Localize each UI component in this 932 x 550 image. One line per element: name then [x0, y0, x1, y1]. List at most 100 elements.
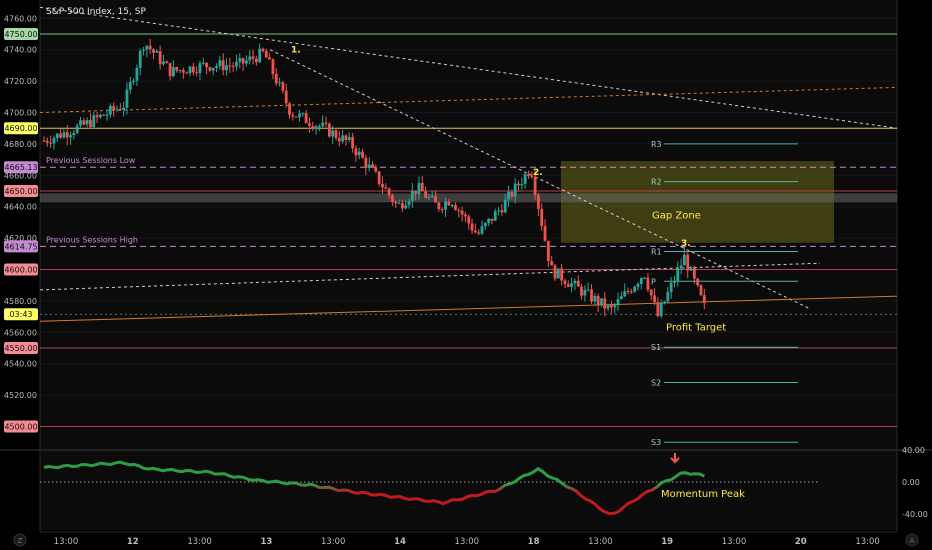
candle-body — [89, 120, 92, 128]
candle-body — [225, 65, 228, 71]
candle-body — [168, 63, 172, 77]
candle-body — [42, 140, 46, 142]
price-badge-label: 4550.00 — [4, 344, 37, 353]
candle-body — [181, 70, 185, 73]
candle-body — [480, 226, 484, 234]
candle-body — [410, 190, 414, 202]
candle-body — [261, 48, 265, 52]
candle-body — [52, 137, 56, 144]
price-badge — [4, 308, 38, 321]
wave-label: 2. — [533, 168, 543, 178]
candle-body — [102, 114, 106, 116]
candle-body — [162, 61, 165, 65]
candle-body — [152, 49, 155, 53]
candle-body — [450, 205, 454, 207]
candle-body — [467, 216, 471, 224]
price-tick-label: 4640.00 — [4, 203, 37, 212]
price-tick-label: 4580.00 — [4, 297, 37, 306]
candle-body — [550, 261, 554, 266]
price-badge — [4, 240, 38, 253]
candle-body — [99, 114, 102, 118]
candle-body — [341, 135, 345, 142]
price-tick-label: 4720.00 — [4, 77, 37, 86]
trendline-wave — [269, 49, 811, 310]
auto-scale-label: A — [910, 537, 915, 545]
candle-body — [351, 137, 354, 149]
pivot-label: P — [651, 277, 656, 286]
oscillator-pane[interactable]: Momentum Peak — [40, 453, 820, 516]
axes: 4760.00 4740.00 4720.00 4700.00 4680.00 4660.… — [4, 14, 928, 547]
candle-body — [503, 199, 507, 213]
highlight-band — [40, 193, 897, 203]
candle-body — [268, 57, 272, 60]
candle-body — [235, 61, 238, 67]
candle-body — [566, 284, 570, 287]
candle-body — [400, 203, 404, 209]
candle-body — [132, 80, 135, 82]
candle-body — [427, 196, 431, 198]
candle-body — [523, 174, 527, 184]
candle-body — [673, 280, 676, 283]
candle-body — [440, 209, 444, 211]
candle-body — [148, 45, 152, 50]
level-label: 11M Gamma Notional — [799, 0, 892, 3]
candle-body — [314, 126, 318, 129]
candle-body — [407, 201, 411, 206]
candle-body — [689, 267, 693, 271]
price-badge — [4, 420, 38, 433]
candle-body — [248, 56, 252, 61]
price-tick-label: 4680.00 — [4, 140, 37, 149]
candle-body — [298, 113, 301, 118]
candle-body — [327, 123, 331, 137]
candle-body — [623, 291, 627, 297]
price-badge-label: 4665.13 — [4, 163, 37, 172]
candle-body — [364, 157, 368, 168]
candle-body — [55, 133, 59, 138]
wave-label: 3. — [681, 239, 691, 249]
candle-body — [85, 120, 89, 125]
price-pane[interactable]: Gap Zone R3 R2 R1 P S1 S2 S3 1. 2. 3. Previous Sess… — [39, 0, 898, 447]
price-badges: 4750.00 4690.00 4665.13 4650.00 4614.75 4600.… — [4, 28, 38, 433]
candle-body — [616, 299, 620, 306]
oscillator-tick-label: -40.00 — [902, 510, 928, 519]
candle-body — [138, 50, 142, 68]
candle-body — [311, 125, 315, 129]
price-tick-label: 4540.00 — [4, 360, 37, 369]
candle-body — [590, 289, 593, 302]
candle-body — [135, 67, 139, 81]
oscillator-line — [43, 460, 705, 516]
prev-session-low-label: Previous Sessions Low — [46, 156, 136, 165]
candle-body — [304, 113, 308, 124]
candle-body — [683, 254, 686, 266]
candle-body — [321, 122, 325, 127]
candle-body — [301, 113, 305, 115]
candle-body — [158, 51, 162, 65]
candle-body — [142, 49, 145, 51]
candle-body — [636, 283, 640, 287]
candle-body — [82, 120, 86, 125]
candle-body — [221, 60, 225, 71]
candle-body — [391, 195, 394, 202]
candle-body — [231, 65, 235, 67]
candle-body — [112, 105, 116, 110]
candle-body — [666, 292, 670, 302]
candle-body — [318, 126, 321, 128]
price-tick-label: 4620.00 — [4, 234, 37, 243]
candle-body — [580, 286, 583, 296]
candle-body — [699, 285, 703, 296]
pivot-label: S1 — [651, 343, 661, 352]
candle-body — [208, 67, 212, 71]
candle-body — [291, 114, 295, 117]
candle-body — [361, 151, 364, 158]
profit-target-label: Profit Target — [666, 323, 726, 334]
candle-body — [271, 59, 275, 75]
tz-icon — [13, 533, 27, 547]
candle-body — [191, 66, 195, 73]
price-badge-label: 4600.00 — [4, 266, 37, 275]
candle-body — [527, 174, 530, 176]
candle-body — [663, 301, 666, 304]
candle-body — [500, 210, 504, 213]
candle-body — [540, 208, 544, 226]
candle-body — [543, 225, 547, 241]
